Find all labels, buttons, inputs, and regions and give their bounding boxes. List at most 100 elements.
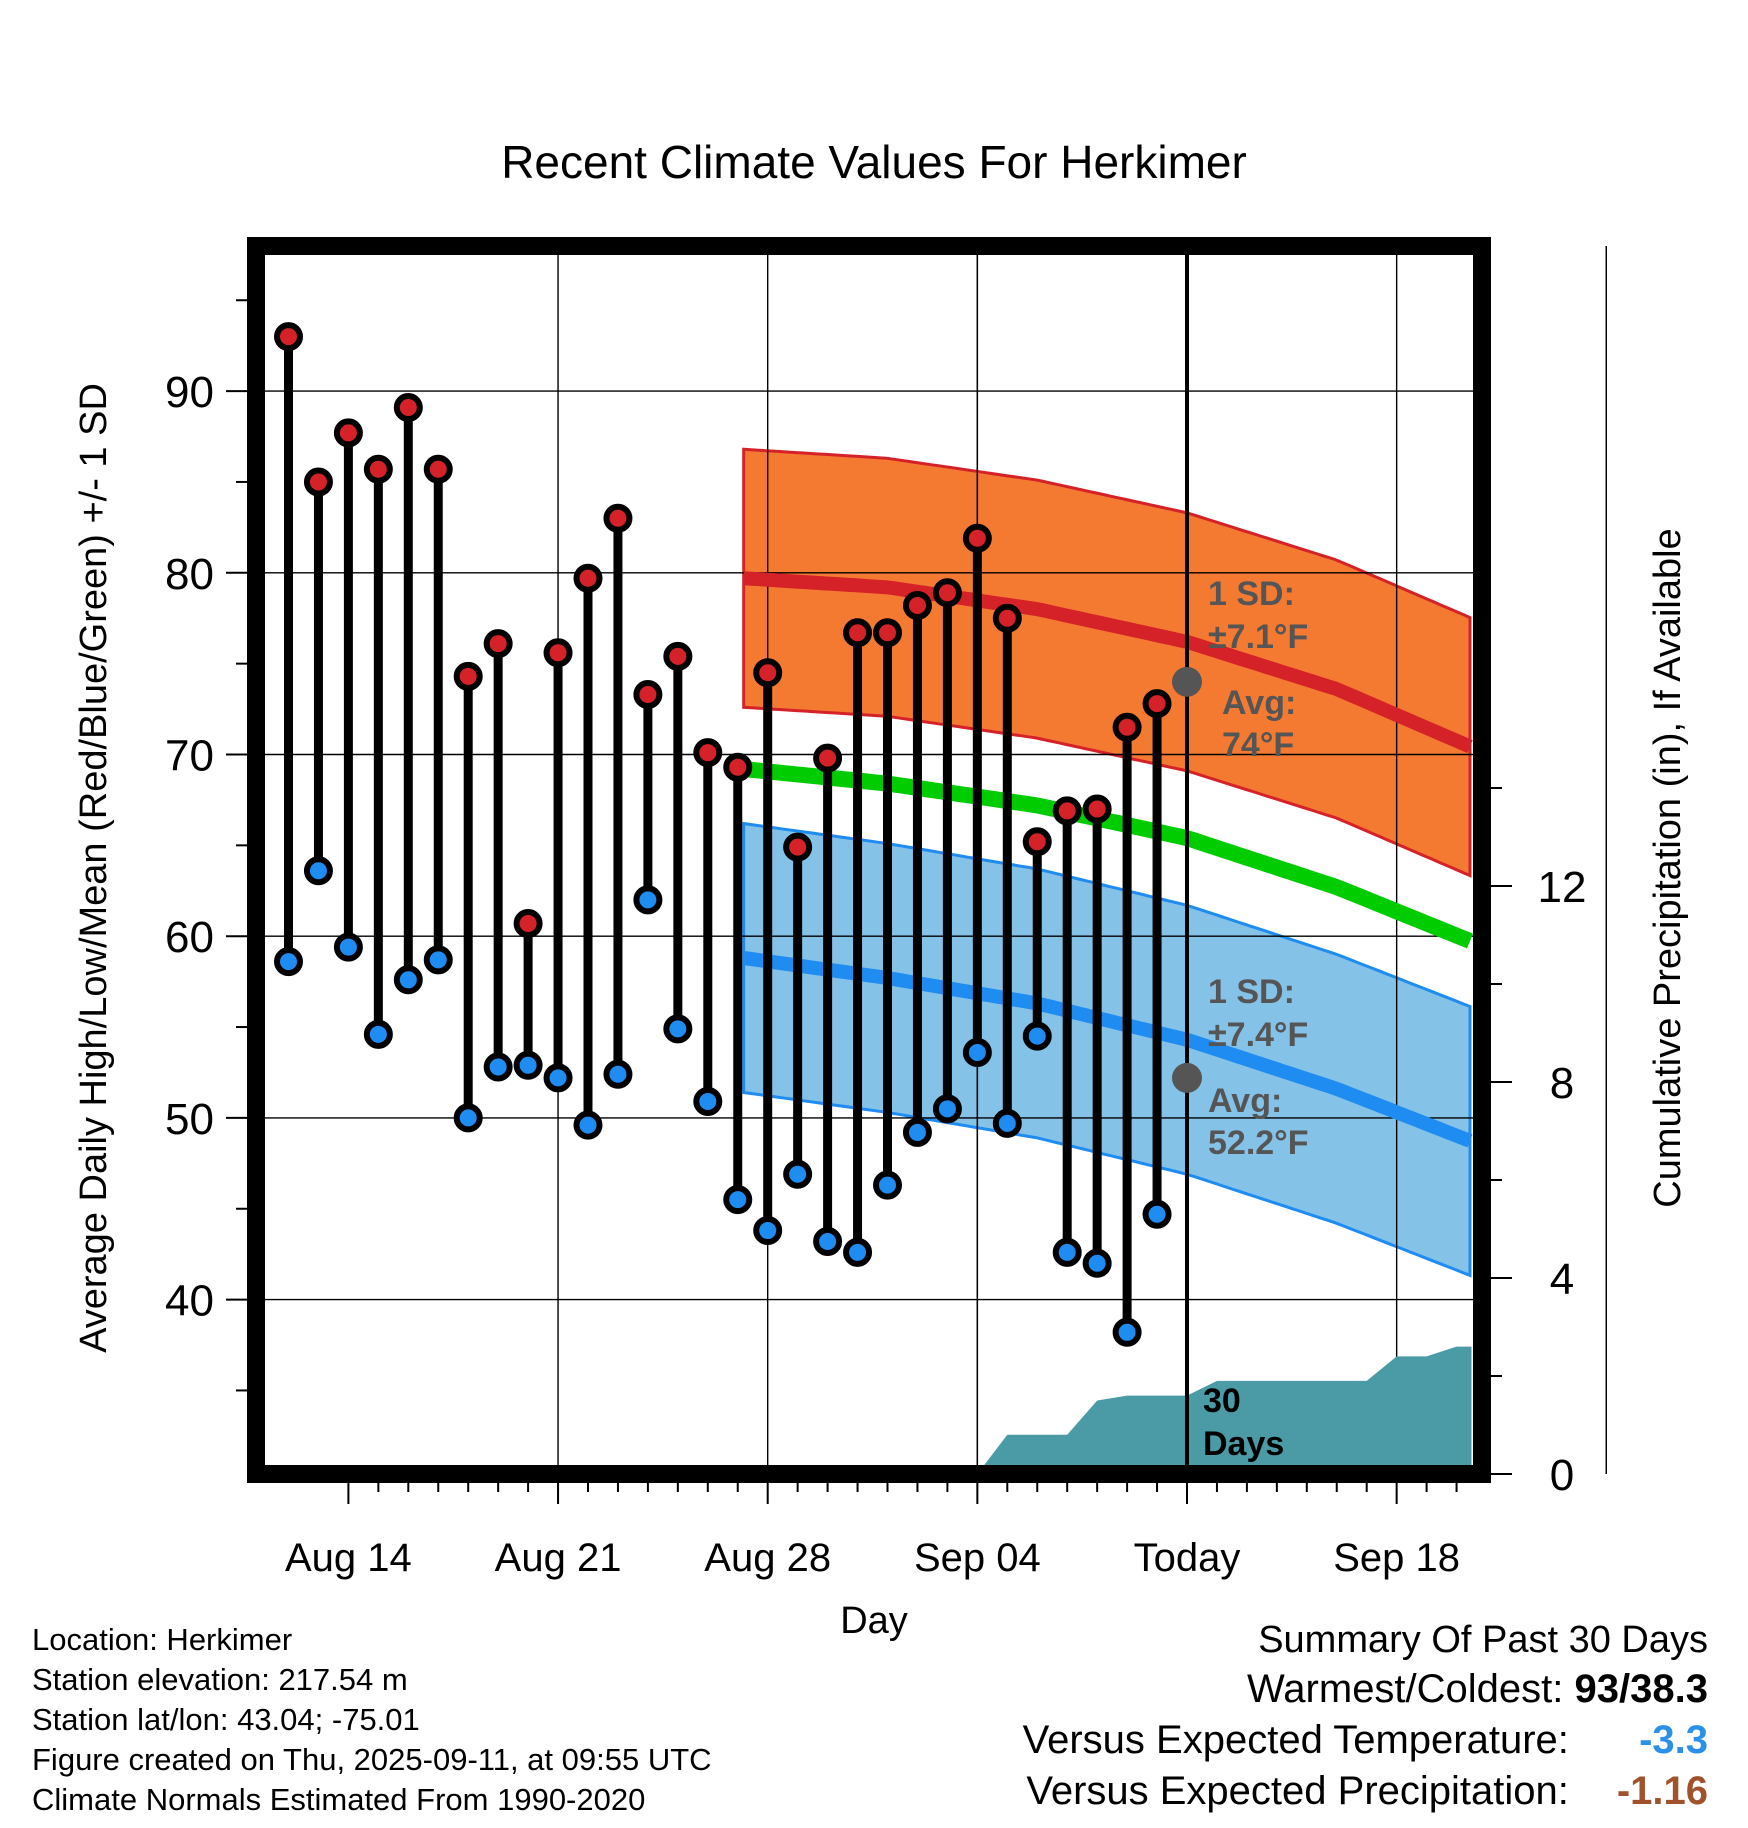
high-point: [723, 752, 753, 782]
y-tick-label: 70: [165, 732, 214, 781]
days-count: 30: [1203, 1382, 1241, 1420]
low-avg-value: 52.2°F: [1208, 1124, 1309, 1162]
high-point: [663, 641, 693, 671]
low-point: [363, 1019, 393, 1049]
high-sd-value: ±7.1°F: [1208, 618, 1308, 656]
high-sd-label: 1 SD:: [1208, 575, 1295, 613]
plot-frame: [247, 237, 1491, 1483]
high-point: [513, 908, 543, 938]
days-label: Days: [1203, 1425, 1284, 1463]
temp-value: -3.3: [1639, 1718, 1708, 1762]
high-avg-value: 74°F: [1222, 726, 1294, 764]
high-point: [813, 743, 843, 773]
location-text: Location: Herkimer: [32, 1622, 293, 1657]
daily-bars: [274, 322, 1172, 1347]
high-point: [1112, 712, 1142, 742]
y2-axis-label: Cumulative Precipitation (in), If Availa…: [1647, 528, 1689, 1207]
elevation-text: Station elevation: 217.54 m: [32, 1662, 408, 1697]
high-point: [453, 661, 483, 691]
warmest-label: Warmest/Coldest:: [1247, 1667, 1564, 1711]
low-point: [1082, 1248, 1112, 1278]
low-point: [1022, 1021, 1052, 1051]
precip-value: -1.16: [1616, 1769, 1708, 1813]
high-point: [1022, 827, 1052, 857]
high-point: [1142, 689, 1172, 719]
precip-area: [743, 1346, 1472, 1474]
low-point: [303, 856, 333, 886]
high-sd-annotation: 1 SD: ±7.1°F Avg: 74°F 1 SD: ±7.4°F Avg:…: [1208, 575, 1309, 1162]
y2-tick-label: 0: [1550, 1451, 1574, 1500]
latlon-text: Station lat/lon: 43.04; -75.01: [32, 1702, 420, 1737]
low-point: [573, 1110, 603, 1140]
high-point: [573, 563, 603, 593]
low-point: [543, 1063, 573, 1093]
created-text: Figure created on Thu, 2025-09-11, at 09…: [32, 1742, 712, 1777]
low-sd-label: 1 SD:: [1208, 973, 1295, 1011]
high-point: [962, 523, 992, 553]
high-point: [483, 629, 513, 659]
high-point: [423, 454, 453, 484]
days-annotation: 30 Days: [1203, 1382, 1284, 1463]
high-point: [753, 658, 783, 688]
today-high-avg-marker: [1172, 666, 1202, 697]
axes: 40 50 60 70 80 90 0 4 8 12 Aug 14 Aug 21 Aug 28 Sep 0…: [165, 299, 1587, 1580]
low-point: [603, 1059, 633, 1089]
summary-panel: Summary Of Past 30 Days Warmest/Coldest:…: [1023, 1616, 1708, 1817]
y-axis-label: Average Daily High/Low/Mean (Red/Blue/Gr…: [73, 383, 115, 1353]
low-point: [633, 885, 663, 915]
summary-warmest-row: Warmest/Coldest: 93/38.3: [1023, 1664, 1708, 1715]
x-axis-label: Day: [840, 1600, 908, 1642]
high-avg-label: Avg:: [1222, 684, 1296, 722]
low-point: [723, 1185, 753, 1215]
low-point: [513, 1050, 543, 1080]
high-point: [303, 467, 333, 497]
low-point: [962, 1037, 992, 1067]
low-point: [453, 1103, 483, 1133]
y-tick-label: 80: [165, 550, 214, 599]
low-point: [843, 1237, 873, 1267]
high-point: [363, 454, 393, 484]
x-tick-label: Aug 21: [495, 1536, 622, 1580]
precip-label: Versus Expected Precipitation:: [1026, 1769, 1569, 1813]
y2-tick-label: 8: [1550, 1059, 1574, 1108]
low-point: [783, 1159, 813, 1189]
low-point: [753, 1216, 783, 1246]
high-point: [902, 591, 932, 621]
high-point: [393, 392, 423, 422]
low-point: [873, 1170, 902, 1200]
low-sd-value: ±7.4°F: [1208, 1016, 1308, 1054]
high-point: [843, 618, 873, 648]
low-point: [693, 1087, 723, 1117]
low-point: [932, 1094, 962, 1124]
high-point: [992, 603, 1022, 633]
y-tick-label: 60: [165, 913, 214, 962]
normals-text: Climate Normals Estimated From 1990-2020: [32, 1782, 646, 1817]
normal-mean-line: [742, 761, 1473, 949]
low-point: [992, 1108, 1022, 1138]
high-point: [274, 322, 303, 352]
low-point: [902, 1117, 932, 1147]
high-point: [543, 638, 573, 668]
y-tick-label: 90: [165, 368, 214, 417]
temp-label: Versus Expected Temperature:: [1022, 1718, 1569, 1762]
y-tick-label: 40: [165, 1277, 214, 1326]
high-point: [693, 738, 723, 768]
summary-title: Summary Of Past 30 Days: [1258, 1619, 1708, 1661]
low-point: [1142, 1199, 1172, 1229]
low-point: [1112, 1317, 1142, 1347]
x-tick-label: Sep 04: [914, 1536, 1041, 1580]
low-point: [483, 1052, 513, 1082]
x-tick-label: Today: [1134, 1536, 1241, 1580]
y2-tick-label: 12: [1538, 863, 1587, 912]
precip-layer: [743, 1346, 1472, 1474]
y-tick-label: 50: [165, 1095, 214, 1144]
summary-temp-row: Versus Expected Temperature: -3.3: [1023, 1715, 1708, 1766]
station-info: Location: Herkimer Station elevation: 21…: [32, 1620, 712, 1820]
high-point: [783, 832, 813, 862]
high-point: [1052, 796, 1082, 826]
frame-layer: [247, 237, 1491, 1483]
low-point: [1052, 1237, 1082, 1267]
today-low-avg-marker: [1172, 1062, 1202, 1093]
annotations: [1172, 666, 1202, 1093]
